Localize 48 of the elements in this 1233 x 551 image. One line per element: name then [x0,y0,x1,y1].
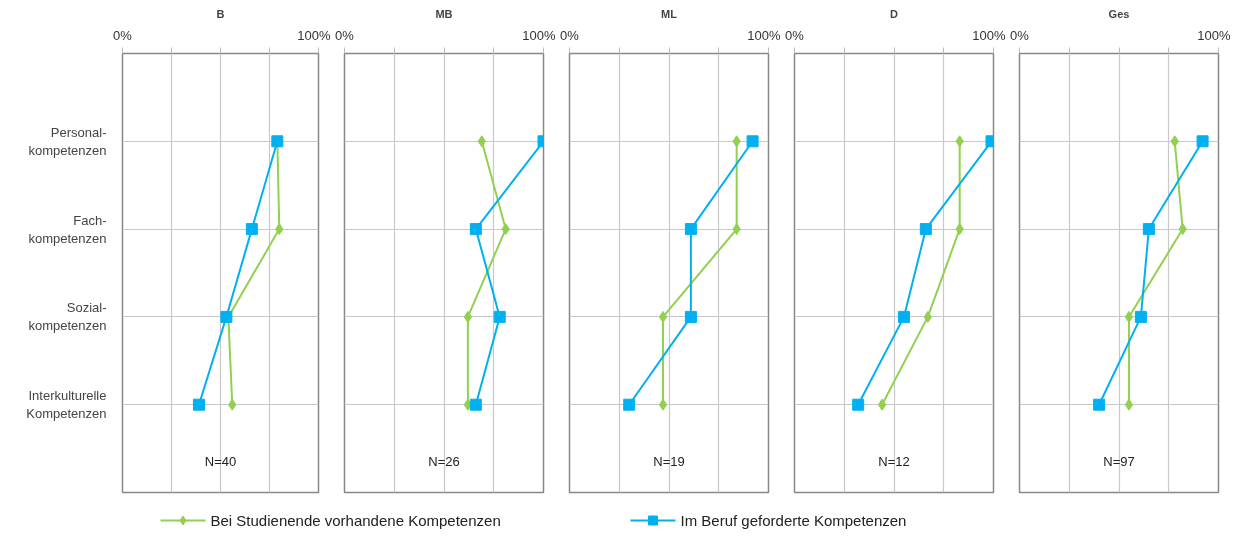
point [897,310,910,323]
annotation: N=19 [653,454,685,470]
x-tick-label: 100% [972,27,1006,43]
annotation: N=97 [1103,454,1135,470]
point [1142,223,1155,236]
point [463,310,473,323]
point [919,223,932,236]
point [1134,310,1147,323]
annotation: N=40 [204,454,237,470]
point [1124,310,1134,323]
x-tick-label: 0% [113,27,133,43]
y-tick-label: Sozial- kompetenzen [28,300,107,334]
point [469,398,482,411]
point [1196,135,1209,148]
point [877,398,887,411]
x-tick-label: 0% [1010,27,1030,43]
y-tick-label: Fach- kompetenzen [28,212,107,246]
point [192,398,205,411]
y-tick-label: Personal- kompetenzen [28,124,107,158]
point [684,223,697,236]
annotation: N=26 [428,454,460,470]
point [220,310,233,323]
point [623,398,636,411]
annotation: N=12 [878,454,910,470]
chart-title: MB [435,7,453,20]
point [852,398,865,411]
point [746,135,759,148]
chart-title: B [216,7,225,20]
x-tick-label: 100% [522,27,556,43]
x-tick-label: 100% [297,27,331,43]
point [684,310,697,323]
x-tick-label: 0% [335,27,355,43]
y-tick-label: Interkulturelle Kompetenzen [26,388,107,422]
legend-label: Im Beruf geforderte Kompetenzen [680,512,907,529]
chart-title: D [890,7,899,20]
point [1124,398,1134,411]
x-tick-label: 100% [1197,27,1231,43]
chart-title: ML [661,7,678,20]
point [1093,398,1106,411]
legend-label: Bei Studienende vorhandene Kompetenzen [210,512,501,529]
x-tick-label: 100% [747,27,781,43]
x-tick-label: 0% [560,27,580,43]
point [493,310,506,323]
point [469,223,482,236]
chart-title: Ges [1108,7,1130,20]
point [658,310,668,323]
point [245,223,258,236]
x-tick-label: 0% [785,27,805,43]
